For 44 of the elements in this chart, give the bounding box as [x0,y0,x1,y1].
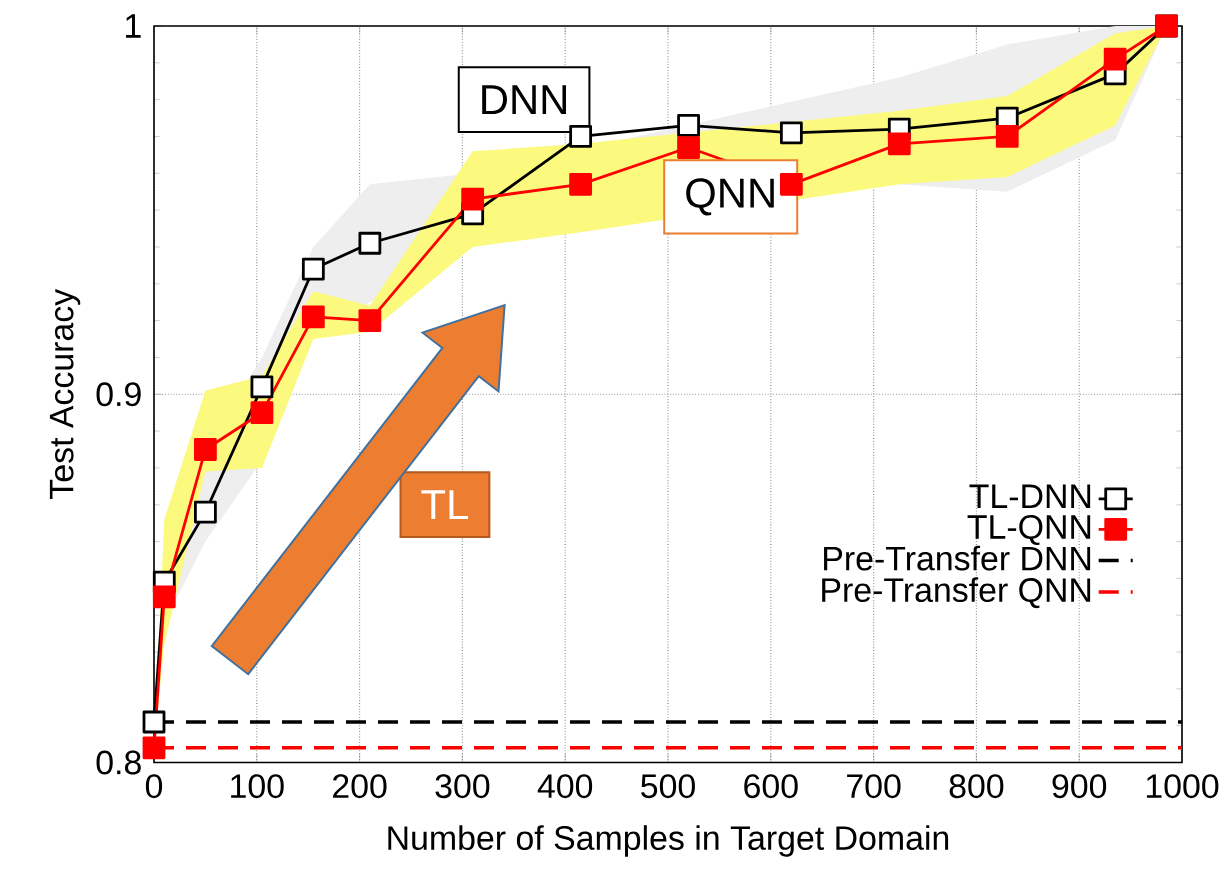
x-tick-label: 500 [641,774,695,799]
x-tick-label: 0 [145,774,163,799]
legend-label: Pre-Transfer QNN [822,577,1091,609]
annotation: QNN [686,178,774,216]
point [301,305,325,329]
x-tick-label: 300 [435,774,490,799]
point [250,375,274,399]
point [142,710,166,734]
point [152,585,176,609]
point [358,309,382,332]
annotation: TL [421,490,468,520]
legend-label: Pre-Transfer DNN [824,545,1091,571]
x-tick-label: 400 [537,774,593,799]
x-tick-label: 600 [744,774,798,799]
y-axis-title: Test Accuracy [49,288,81,499]
point [358,231,382,255]
annotation: DNN [482,85,566,115]
point [779,121,803,145]
point [461,187,485,211]
y-tick-label: 1 [126,14,141,38]
y-tick-label: 0.9 [96,382,141,407]
point [569,125,593,148]
point [569,172,593,196]
x-tick-label: 1000 [1146,774,1219,799]
legend-label: TL-DNN [969,484,1091,508]
point [995,125,1019,148]
x-tick-label: 200 [333,774,387,799]
x-tick-label: 100 [231,774,284,799]
point [1103,47,1127,71]
point [779,172,803,196]
x-tick-label: 900 [1052,774,1107,799]
legend-label: TL-QNN [967,514,1091,546]
x-axis-title: Number of Samples in Target Domain [388,825,949,857]
point [677,114,700,137]
x-tick-label: 700 [847,774,901,799]
point [301,257,325,281]
point [194,500,217,524]
point [194,438,217,461]
point [677,136,700,159]
point [887,132,911,156]
point [250,401,274,425]
x-tick-label: 800 [949,774,1004,799]
point [142,736,166,760]
y-tick-label: 0.8 [96,750,141,775]
